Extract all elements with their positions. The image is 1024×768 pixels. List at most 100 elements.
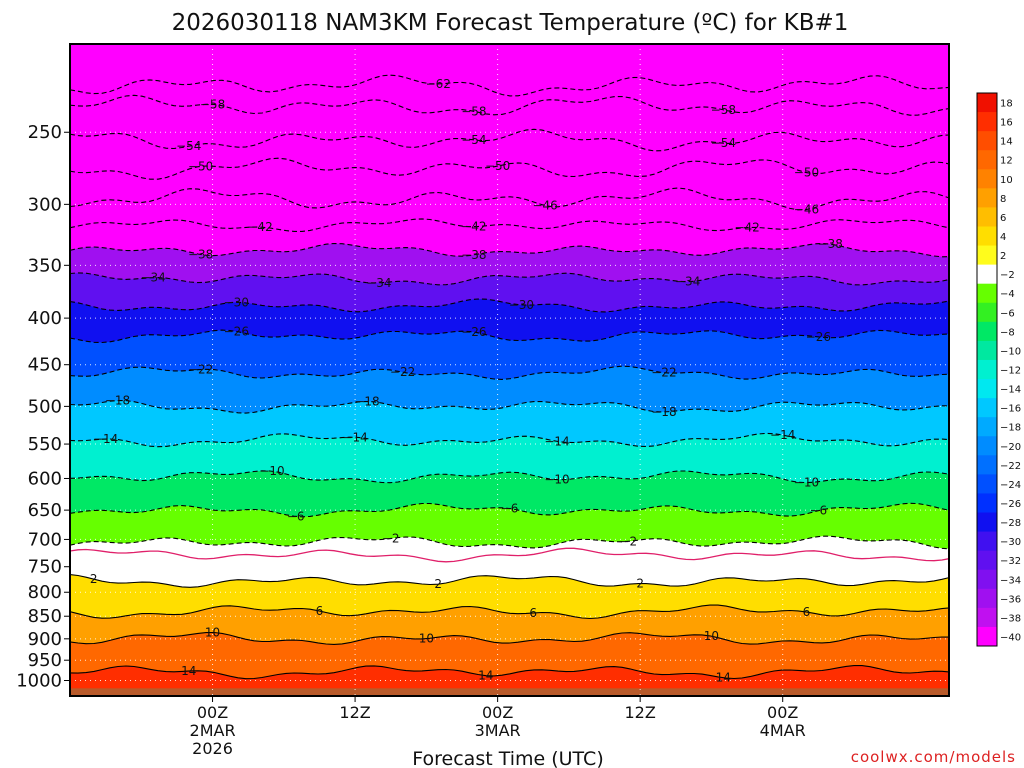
x-tick-label: 12Z <box>624 703 655 722</box>
y-tick-label: 250 <box>28 122 62 143</box>
colorbar-swatch <box>977 569 997 590</box>
isotherm-label: −18 <box>651 405 676 419</box>
y-tick-label: 850 <box>28 606 62 627</box>
isotherm-label: −18 <box>354 394 379 408</box>
colorbar-label: −4 <box>1000 289 1015 300</box>
plot-area: −62−58−58 −58−54 −54 −54−50 −50 −50−46 −46−42−… <box>70 44 949 696</box>
colorbar-swatch <box>977 207 997 227</box>
isotherm-line <box>70 218 949 232</box>
colorbar-swatch <box>977 321 997 342</box>
colorbar-label: −30 <box>1000 537 1021 548</box>
colorbar-label: −26 <box>1000 499 1021 510</box>
colorbar-label: −28 <box>1000 518 1021 529</box>
isotherm-line <box>70 365 949 380</box>
colorbar-swatch <box>977 531 997 552</box>
x-tick-label: 2MAR <box>190 721 236 740</box>
isotherm-label: −2 <box>619 534 637 548</box>
colorbar-swatch <box>977 512 997 533</box>
isotherm-label: 2 <box>434 577 442 591</box>
colorbar-swatch <box>977 245 997 266</box>
isotherm-label: −58 <box>461 104 486 118</box>
colorbar-label: −24 <box>1000 480 1021 491</box>
colorbar-label: −32 <box>1000 556 1021 567</box>
isotherm-line <box>70 399 949 414</box>
isotherm-label: −50 <box>485 159 510 173</box>
isotherm-label: −22 <box>390 365 415 379</box>
colorbar-swatch <box>977 417 997 437</box>
y-tick-label: 400 <box>28 308 62 329</box>
colorbar-swatch <box>977 283 997 304</box>
isotherm-label: −14 <box>93 432 118 446</box>
colorbar-swatch <box>977 169 997 189</box>
isotherm-line <box>70 298 949 313</box>
colorbar-swatch <box>977 112 997 132</box>
colorbar-label: −2 <box>1000 270 1015 281</box>
isotherm-line <box>70 631 949 645</box>
isotherm-line <box>70 128 949 152</box>
y-axis: 2503003504004505005506006507007508008509… <box>16 122 70 691</box>
colorbar-label: −36 <box>1000 594 1021 605</box>
isotherm-label: −54 <box>176 139 201 153</box>
colorbar-label: −8 <box>1000 327 1015 338</box>
colorbar-swatch <box>977 150 997 170</box>
colorbar-swatch <box>977 359 997 380</box>
colorbar-swatch <box>977 436 997 456</box>
colorbar-label: 8 <box>1000 194 1006 205</box>
colorbar-swatch <box>977 455 997 475</box>
colorbar: 18 16 14 12 10 8 6 4 2 −2 −4 −6 −8 −10 −12 −14 −16 −18 −20… <box>976 92 1021 647</box>
y-tick-label: 600 <box>28 468 62 489</box>
y-tick-label: 350 <box>28 255 62 276</box>
colorbar-swatch <box>977 607 997 628</box>
y-tick-label: 800 <box>28 582 62 603</box>
isotherm-label: 6 <box>529 606 537 620</box>
y-tick-label: 700 <box>28 529 62 550</box>
y-tick-label: 950 <box>28 650 62 671</box>
isotherm-label: −26 <box>224 324 249 338</box>
isotherm-label: 14 <box>716 671 731 685</box>
colorbar-frame <box>976 92 998 647</box>
isotherm-label: −6 <box>501 502 519 516</box>
colorbar-swatch <box>977 626 997 647</box>
isotherm-label: −22 <box>651 366 676 380</box>
isotherm-label: −14 <box>342 430 367 444</box>
x-tick-label: 00Z <box>197 703 228 722</box>
colorbar-label: 6 <box>1000 213 1006 224</box>
isotherm-label: 10 <box>704 629 719 643</box>
isotherm-line <box>70 272 949 286</box>
surface-layer <box>70 688 949 696</box>
isotherm-label: −54 <box>711 136 736 150</box>
plot-frame <box>69 43 950 697</box>
colorbar-label: −34 <box>1000 575 1021 586</box>
colorbar-swatch <box>977 379 997 399</box>
isotherm-line <box>70 665 949 680</box>
isotherm-line <box>70 432 949 448</box>
isotherm-line <box>70 470 949 484</box>
isotherm-line <box>70 604 949 620</box>
isotherm-label: −42 <box>461 220 486 234</box>
isotherm-label: −42 <box>734 221 759 235</box>
colorbar-label: −20 <box>1000 442 1021 453</box>
colorbar-label: 10 <box>1000 175 1013 186</box>
colorbar-label: −6 <box>1000 308 1015 319</box>
isotherm-label: −2 <box>382 531 400 545</box>
isotherm-line <box>70 242 949 258</box>
colorbar-swatch <box>977 550 997 571</box>
colorbar-label: 2 <box>1000 251 1006 262</box>
isotherm-line <box>70 535 949 550</box>
isotherm-label: 10 <box>205 625 220 639</box>
isotherm-label: −14 <box>770 428 795 442</box>
isotherm-label: 14 <box>181 664 196 678</box>
colorbar-label: −18 <box>1000 423 1021 434</box>
isotherm-label: 14 <box>478 669 493 683</box>
isotherm-label: 2 <box>636 577 644 591</box>
isotherm-line <box>70 574 949 588</box>
colorbar-label: 16 <box>1000 118 1013 129</box>
isotherm-label: −26 <box>806 330 831 344</box>
y-tick-label: 450 <box>28 355 62 376</box>
y-tick-label: 1000 <box>16 670 62 691</box>
colorbar-swatch <box>977 302 997 323</box>
x-tick-label: 00Z <box>482 703 513 722</box>
y-tick-label: 550 <box>28 434 62 455</box>
colorbar-label: 12 <box>1000 156 1013 167</box>
